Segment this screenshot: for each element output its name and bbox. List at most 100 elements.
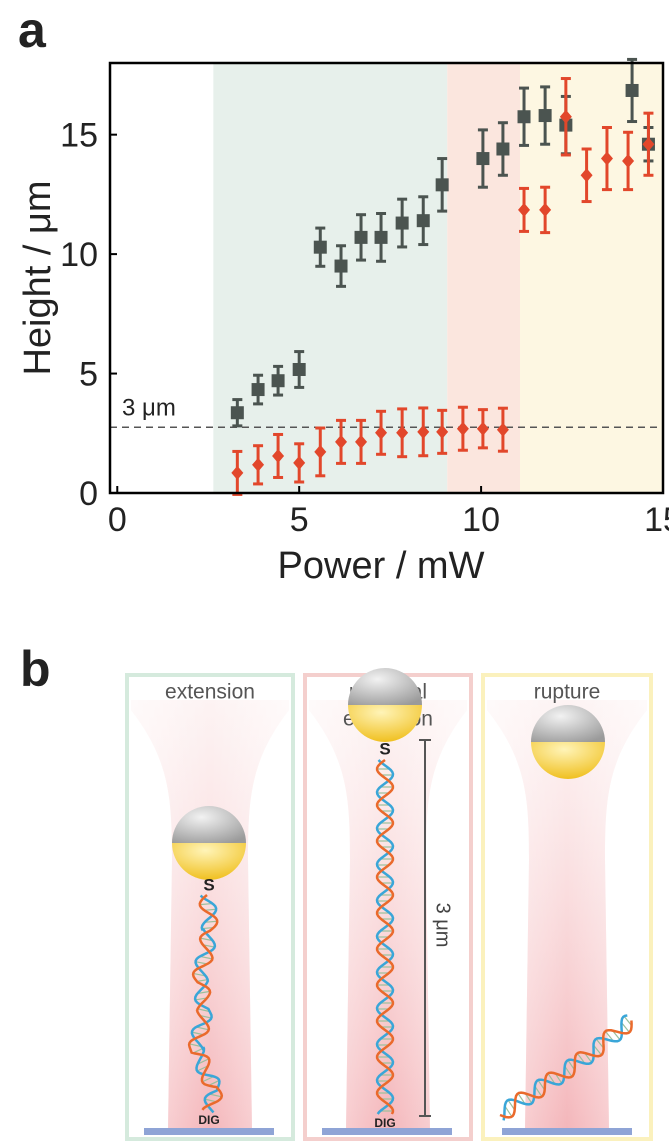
dna-strand <box>375 758 395 1115</box>
point <box>538 109 552 123</box>
x-tick-label: 0 <box>108 501 127 539</box>
dna-rung <box>199 902 213 906</box>
anchor-label: S <box>203 875 214 894</box>
dna-group <box>187 758 633 1121</box>
diagram-panel: maximal extension S DIG 3 μm <box>303 668 473 1141</box>
point <box>622 153 635 168</box>
dna-strand <box>499 1020 633 1119</box>
point <box>272 448 285 463</box>
dna-rung <box>534 1085 543 1098</box>
surface <box>502 1128 632 1135</box>
diagram-panel: extension S DIG <box>125 673 295 1141</box>
panel-title: rupture <box>534 681 601 704</box>
point <box>518 202 531 217</box>
dna-rung <box>189 1043 202 1048</box>
dna-rung <box>197 1058 210 1065</box>
bead-bottom <box>172 843 246 880</box>
dna-rung <box>200 937 213 942</box>
bead-top <box>348 668 422 705</box>
point <box>252 457 265 472</box>
region <box>520 63 663 493</box>
y-tick-label: 5 <box>79 356 98 394</box>
dna-rung <box>193 972 206 977</box>
plot-frame <box>108 61 665 495</box>
scale-label: 3 μm <box>432 903 454 948</box>
point <box>314 444 327 459</box>
point <box>374 230 388 244</box>
point <box>580 168 593 183</box>
dna-rung <box>196 1008 210 1013</box>
point <box>642 137 655 152</box>
surface <box>144 1128 274 1135</box>
point <box>395 216 409 230</box>
dna-rung <box>620 1022 630 1033</box>
point <box>416 214 430 228</box>
point <box>354 230 368 244</box>
bead-top <box>172 806 246 843</box>
dna-strand <box>187 894 224 1111</box>
dna-rung <box>196 1026 209 1031</box>
bead-bottom <box>348 705 422 742</box>
dna-rung <box>593 1044 602 1056</box>
point <box>496 142 510 156</box>
dna-rung <box>623 1015 633 1026</box>
x-tick-label: 10 <box>462 501 500 539</box>
point <box>600 151 613 166</box>
dna-rung <box>576 1052 586 1064</box>
point <box>517 110 531 124</box>
reference-label: 3 μm <box>122 395 176 422</box>
dna-rung <box>504 1105 513 1117</box>
region <box>213 63 448 493</box>
panel-label: a <box>18 2 47 58</box>
point <box>355 434 368 449</box>
point <box>496 422 509 437</box>
point <box>335 434 348 449</box>
base-label: DIG <box>374 1116 395 1130</box>
dna-rung <box>199 955 213 960</box>
dna-rung <box>197 990 211 995</box>
point <box>539 202 552 217</box>
x-tick-label: 5 <box>290 501 309 539</box>
y-tick-label: 15 <box>60 117 98 155</box>
dna-rung <box>204 908 217 911</box>
x-tick-label: 15 <box>644 501 669 539</box>
surface <box>322 1128 452 1135</box>
dna-rung <box>196 1065 209 1072</box>
dna-rung <box>547 1073 556 1085</box>
y-tick-label: 0 <box>79 475 98 513</box>
dna-strand <box>190 894 221 1114</box>
dna-rung <box>204 920 218 923</box>
laser-beam-shade <box>309 700 467 1130</box>
dna-rung <box>517 1093 526 1105</box>
dna-rung <box>209 1093 222 1098</box>
bead-top <box>531 705 605 742</box>
point <box>334 259 348 273</box>
point <box>231 465 244 480</box>
point <box>476 421 489 436</box>
dna-strand <box>502 1014 628 1121</box>
point <box>313 240 327 254</box>
dna-rung <box>604 1030 614 1042</box>
point <box>435 178 449 192</box>
point <box>559 109 572 124</box>
point <box>417 424 430 439</box>
laser-beam-shade <box>487 700 647 1130</box>
anchor-label: S <box>379 739 390 758</box>
dna-rung <box>195 997 208 1001</box>
bead-bottom <box>531 742 605 779</box>
point <box>436 424 449 439</box>
point <box>396 425 409 440</box>
point <box>375 425 388 440</box>
point <box>293 455 306 470</box>
plot: 3 μm 0 5 10 15 0 5 10 15 Power / mW Height / μm <box>17 57 669 587</box>
point <box>251 383 265 397</box>
point <box>271 374 285 388</box>
point <box>292 362 306 376</box>
dna-rung <box>564 1065 573 1078</box>
dna-strand <box>375 759 395 1115</box>
dna-rung <box>202 1075 215 1083</box>
dna-rung <box>204 1098 217 1103</box>
y-axis-title: Height / μm <box>17 180 59 375</box>
point <box>476 152 490 166</box>
